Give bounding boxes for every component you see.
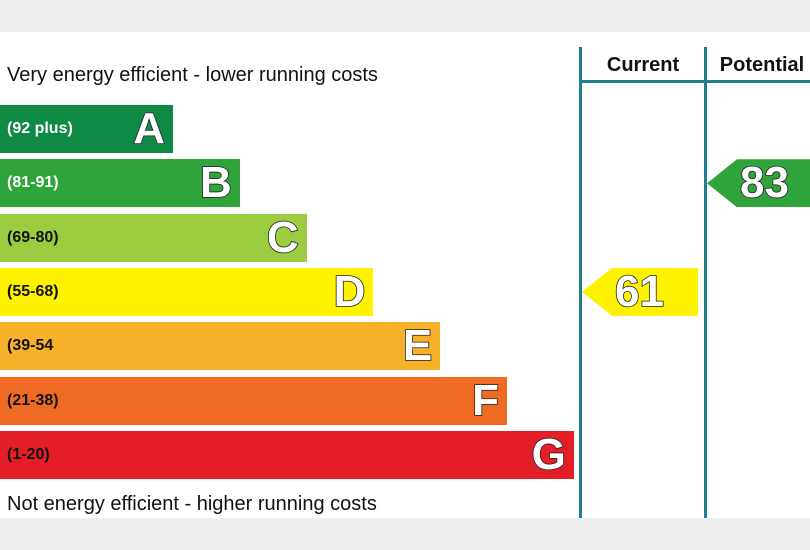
band-range-label: (55-68) [7,282,59,300]
potential-column-header: Potential [719,54,805,76]
band-letter: C [266,212,299,263]
bottom-caption: Not energy efficient - higher running co… [7,493,377,515]
epc-chart: Very energy efficient - lower running co… [0,32,810,518]
band-range-label: (81-91) [7,174,59,192]
band-range-label: (21-38) [7,391,59,409]
band-range-label: (1-20) [7,445,50,463]
band-b: (81-91) B [0,157,240,208]
band-range-label: (39-54 [7,337,54,355]
potential-rating-marker: 83 [707,157,810,208]
band-e: (39-54 E [0,320,441,371]
current-column-header: Current [606,54,680,76]
potential-rating-value: 83 [739,157,790,208]
current-column-divider [579,47,582,518]
current-rating-marker: 61 [582,266,698,317]
band-d: (55-68) D [0,266,374,317]
band-g: (1-20) G [0,429,574,480]
band-letter: G [531,429,567,480]
band-a: (92 plus) A [0,103,173,154]
band-range-label: (92 plus) [7,120,73,137]
band-letter: B [199,157,232,208]
current-rating-value: 61 [614,266,665,317]
potential-column-divider [704,47,707,518]
band-letter: D [333,266,366,317]
top-caption: Very energy efficient - lower running co… [7,64,378,86]
band-c: (69-80) C [0,212,307,263]
header-divider [579,80,810,83]
band-f: (21-38) F [0,375,507,426]
band-letter: F [471,375,499,426]
band-letter: A [132,103,165,154]
band-range-label: (69-80) [7,228,59,246]
band-letter: E [402,320,433,371]
